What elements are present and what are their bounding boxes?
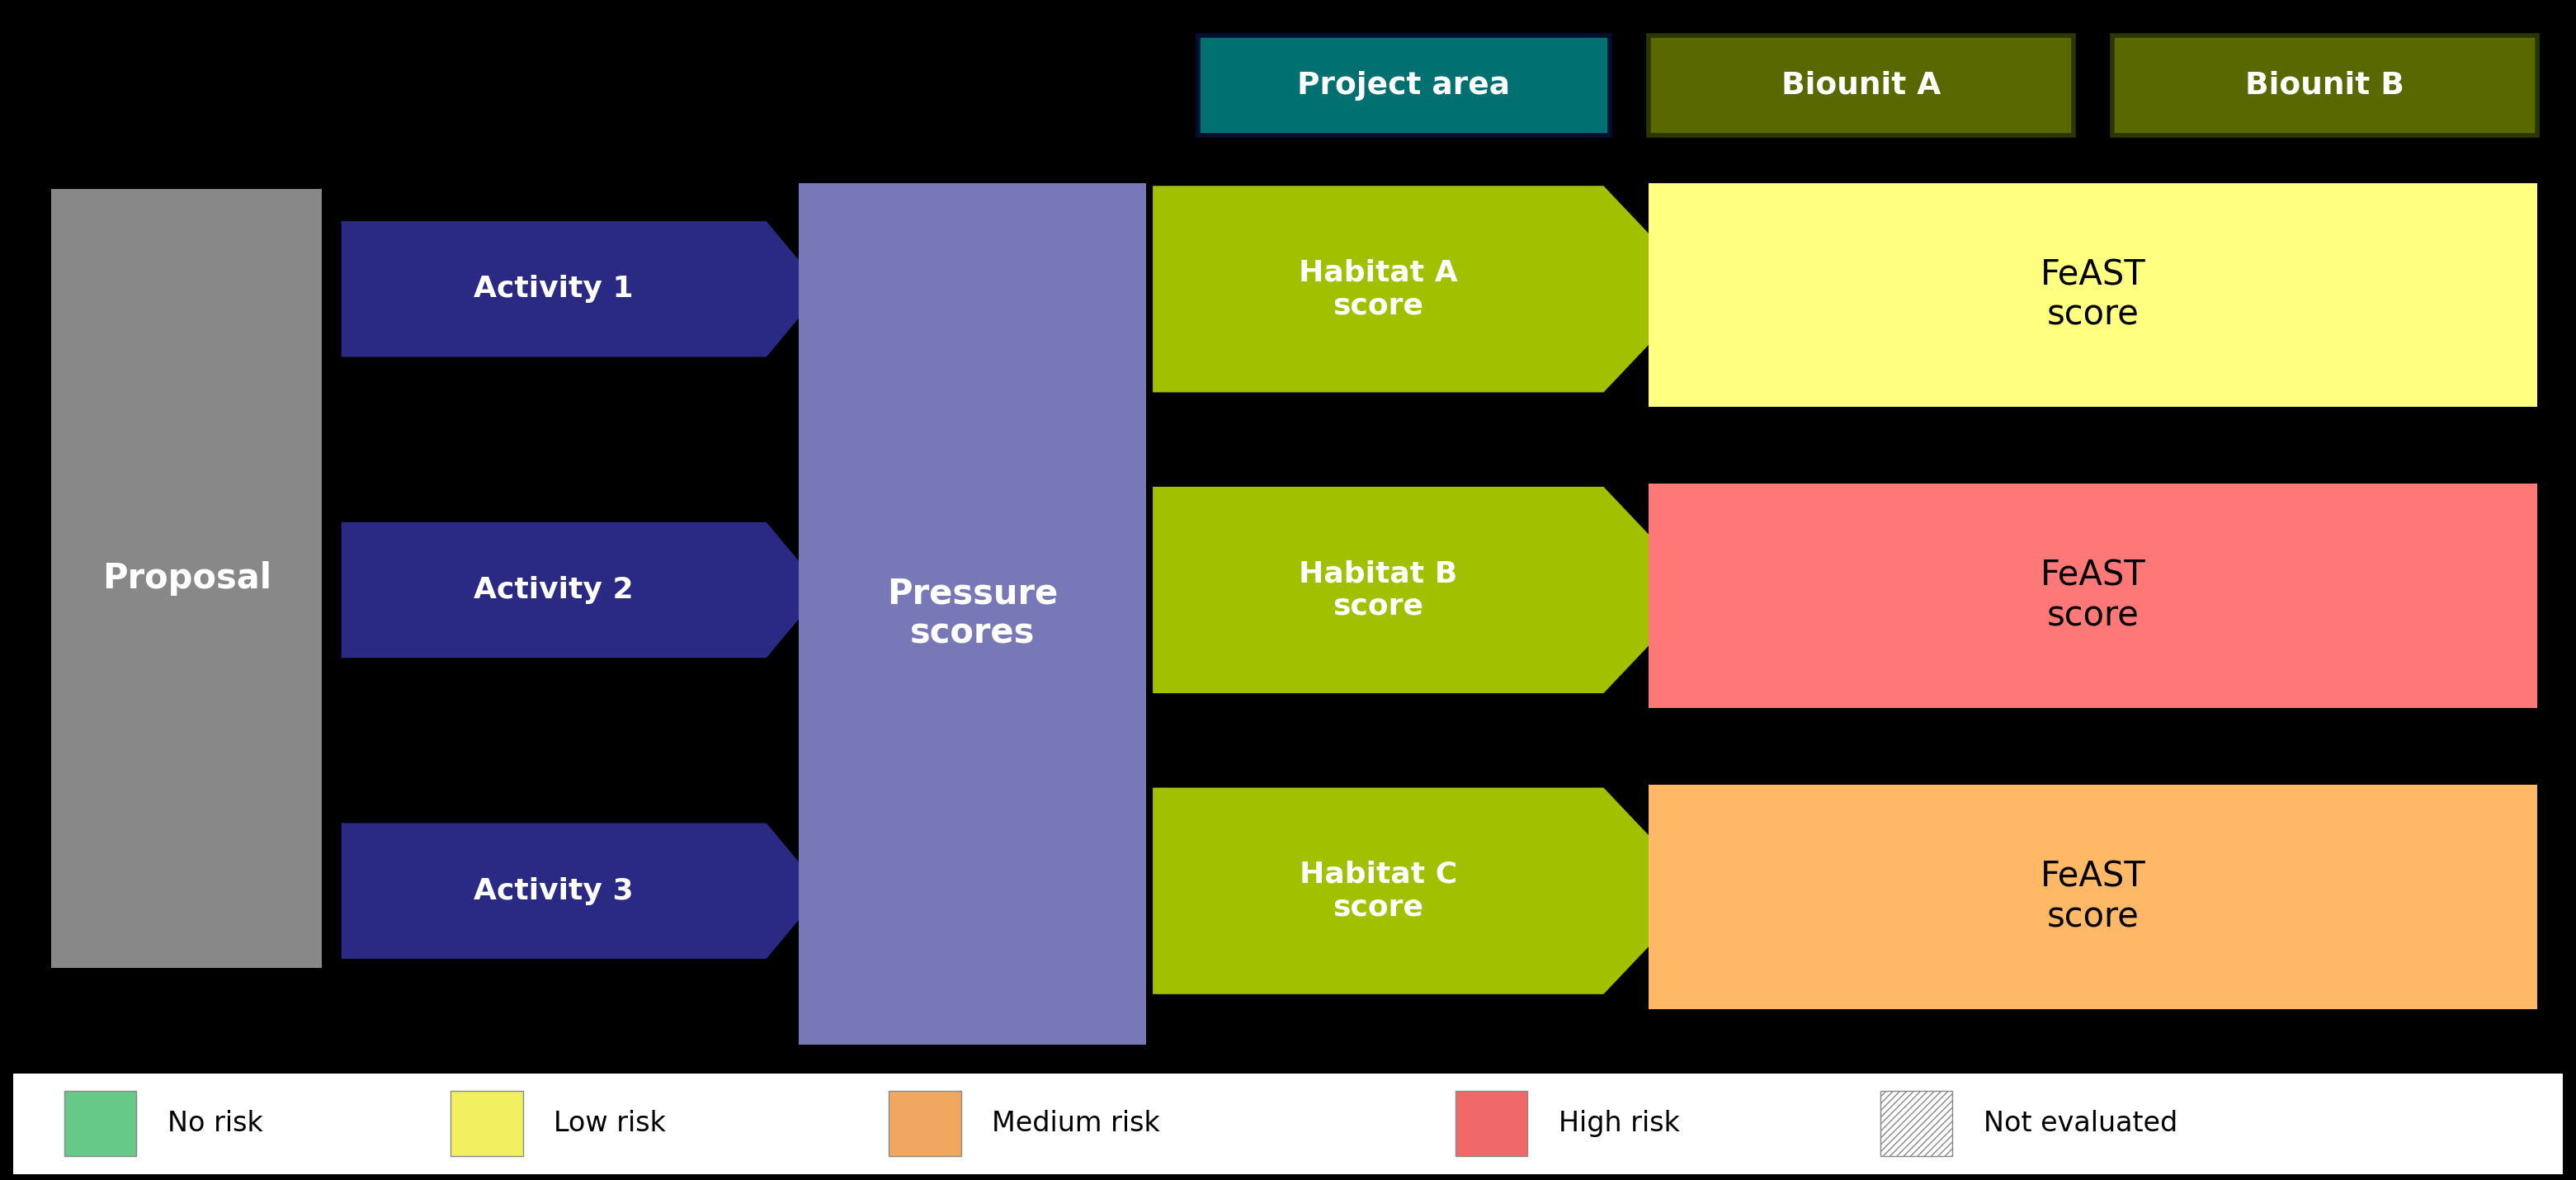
Polygon shape (1151, 487, 1700, 694)
Text: Pressure
scores: Pressure scores (886, 576, 1059, 651)
FancyBboxPatch shape (52, 189, 322, 968)
FancyBboxPatch shape (1198, 35, 1610, 136)
FancyBboxPatch shape (1649, 183, 2537, 407)
Text: Habitat B
score: Habitat B score (1298, 559, 1458, 621)
Polygon shape (340, 824, 824, 958)
FancyBboxPatch shape (64, 1090, 137, 1156)
Polygon shape (1151, 788, 1700, 994)
Text: Medium risk: Medium risk (992, 1109, 1159, 1138)
FancyBboxPatch shape (1880, 1090, 1953, 1156)
Text: Activity 3: Activity 3 (474, 877, 634, 905)
Polygon shape (1151, 186, 1700, 393)
Text: Low risk: Low risk (554, 1109, 667, 1138)
Text: FeAST
score: FeAST score (2040, 257, 2146, 333)
FancyBboxPatch shape (2112, 35, 2537, 136)
FancyBboxPatch shape (799, 183, 1146, 1044)
Text: Activity 2: Activity 2 (474, 576, 634, 604)
Text: Biounit A: Biounit A (1783, 71, 1940, 100)
Text: No risk: No risk (167, 1109, 263, 1138)
Text: Biounit B: Biounit B (2246, 71, 2403, 100)
Text: FeAST
score: FeAST score (2040, 558, 2146, 634)
FancyBboxPatch shape (1455, 1090, 1528, 1156)
FancyBboxPatch shape (1649, 785, 2537, 1009)
Polygon shape (340, 222, 824, 358)
Text: Habitat C
score: Habitat C score (1298, 860, 1458, 922)
Text: Proposal: Proposal (103, 560, 270, 596)
FancyBboxPatch shape (1649, 484, 2537, 708)
Text: Habitat A
score: Habitat A score (1298, 258, 1458, 320)
FancyBboxPatch shape (1649, 35, 2074, 136)
Text: FeAST
score: FeAST score (2040, 859, 2146, 935)
FancyBboxPatch shape (13, 1074, 2563, 1174)
FancyBboxPatch shape (889, 1090, 961, 1156)
Text: Activity 1: Activity 1 (474, 275, 634, 303)
Text: Project area: Project area (1298, 71, 1510, 100)
FancyBboxPatch shape (451, 1090, 523, 1156)
Text: Not evaluated: Not evaluated (1984, 1109, 2177, 1138)
Polygon shape (340, 523, 824, 658)
Text: High risk: High risk (1558, 1109, 1680, 1138)
